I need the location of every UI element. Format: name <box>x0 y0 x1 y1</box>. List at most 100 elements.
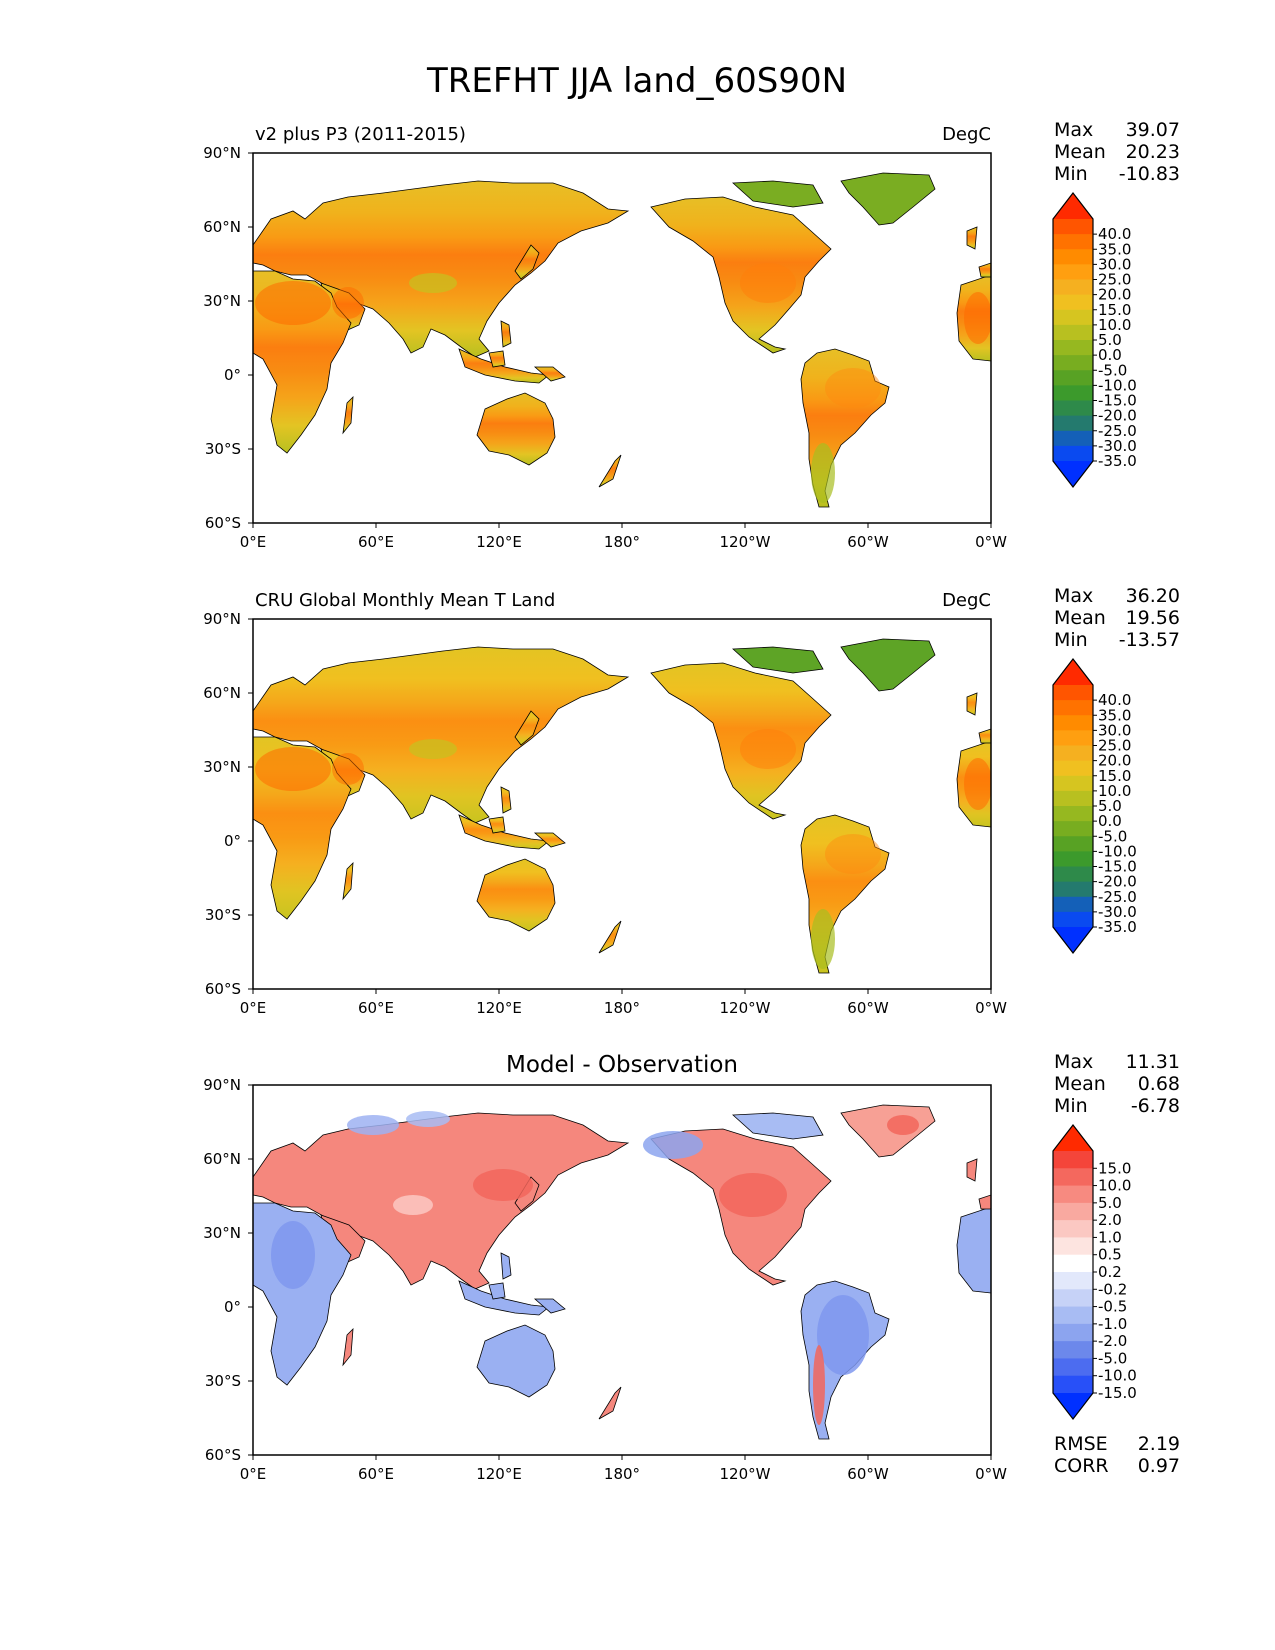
lat-tick-label: 60°N <box>203 1150 241 1168</box>
colorbar-level-label: 30.0 <box>1098 255 1131 273</box>
stat-label-max: Max <box>1054 1051 1093 1073</box>
colorbar-bin <box>1053 340 1093 356</box>
colorbar-level-label: -35.0 <box>1098 918 1137 936</box>
land-madagascar <box>342 861 354 901</box>
stat-value-min: -13.57 <box>1119 629 1180 651</box>
stat-label-mean: Mean <box>1054 141 1106 163</box>
lon-tick-label: 120°E <box>476 533 522 551</box>
colorbar-level-label: 5.0 <box>1098 1194 1122 1212</box>
land-borneo <box>488 816 506 834</box>
lon-tick-label: 180° <box>604 533 640 551</box>
colorbar-bin <box>1053 836 1093 852</box>
colorbar-bin <box>1053 445 1093 462</box>
colorbar-bin <box>1053 730 1093 746</box>
lat-tick-label: 0° <box>224 1298 241 1316</box>
colorbar-level-label: -10.0 <box>1098 376 1137 394</box>
stat-value-max: 36.20 <box>1126 585 1180 607</box>
colorbar-bin <box>1053 1151 1093 1169</box>
colorbar-bin <box>1053 1272 1093 1290</box>
colorbar-bin <box>1053 1220 1093 1238</box>
colorbar-bin <box>1053 715 1093 731</box>
colorbar-level-label: -15.0 <box>1098 392 1137 410</box>
colorbar-bin <box>1053 775 1093 792</box>
colorbar-level-label: 25.0 <box>1098 737 1131 755</box>
land-philippines <box>500 1252 512 1280</box>
land-australia <box>476 1324 556 1398</box>
lon-tick-label: 0°W <box>975 533 1007 551</box>
panel-model: v2 plus P3 (2011-2015) DegC 90°N 60°N 30°N… <box>203 124 1007 551</box>
colorbar-top-extend <box>1053 1125 1093 1151</box>
lat-tick-label: 30°N <box>203 1224 241 1242</box>
colorbar-level-label: -5.0 <box>1098 361 1127 379</box>
colorbar-top-extend <box>1053 659 1093 685</box>
stat-label-min: Min <box>1054 1095 1088 1117</box>
colorbar-bottom-extend <box>1053 927 1093 953</box>
lat-tick-label: 60°N <box>203 684 241 702</box>
lon-tick-label: 60°E <box>358 533 394 551</box>
colorbar-level-label: 0.0 <box>1098 346 1122 364</box>
colorbar-bin <box>1053 1375 1093 1394</box>
lon-tick-label: 60°E <box>358 999 394 1017</box>
land-newguinea <box>533 366 566 382</box>
colorbar-level-label: -25.0 <box>1098 888 1137 906</box>
colorbar-bin <box>1053 385 1093 401</box>
lat-tick-label: 30°S <box>205 906 241 924</box>
lat-tick-label: 60°S <box>205 980 241 998</box>
colorbar-level-label: -10.0 <box>1098 842 1137 860</box>
land-northamerica <box>650 196 832 354</box>
lat-ticks: 90°N 60°N 30°N 0° 30°S 60°S <box>203 1076 253 1464</box>
map-area-model <box>253 153 991 523</box>
panel-left-title: CRU Global Monthly Mean T Land <box>255 590 555 611</box>
colorbar-level-label: 20.0 <box>1098 752 1131 770</box>
lat-tick-label: 30°S <box>205 440 241 458</box>
lon-tick-label: 0°E <box>240 1465 267 1483</box>
colorbar-level-label: 10.0 <box>1098 316 1131 334</box>
map-area-observation <box>253 619 991 989</box>
colorbar-level-label: -0.5 <box>1098 1298 1127 1316</box>
colorbar-bin <box>1053 896 1093 913</box>
map-area-difference <box>253 1085 991 1455</box>
land-arctic_isl <box>732 1112 824 1140</box>
land-iberia_right <box>978 728 991 744</box>
lat-tick-label: 0° <box>224 832 241 850</box>
colorbar-level-label: -1.0 <box>1098 1315 1127 1333</box>
colorbar-level-label: -30.0 <box>1098 903 1137 921</box>
stat-value-mean: 20.23 <box>1126 141 1180 163</box>
colorbar-model: 40.035.030.025.020.015.010.05.00.0-5.0-1… <box>1052 192 1137 488</box>
lat-tick-label: 30°S <box>205 1372 241 1390</box>
lon-tick-label: 180° <box>604 999 640 1017</box>
land-australia <box>476 858 556 932</box>
colorbar-level-label: 40.0 <box>1098 691 1131 709</box>
lon-tick-label: 60°W <box>847 533 889 551</box>
colorbar-level-label: 5.0 <box>1098 797 1122 815</box>
lon-tick-label: 120°W <box>720 533 771 551</box>
colorbar-bin <box>1053 1237 1093 1256</box>
land-arctic_isl <box>732 180 824 208</box>
stat-label-mean: Mean <box>1054 607 1106 629</box>
stat-value-min: -6.78 <box>1131 1095 1180 1117</box>
colorbar-bin <box>1053 324 1093 341</box>
lon-ticks: 0°E 60°E 120°E 180° 120°W 60°W 0°W <box>240 989 1007 1017</box>
colorbar-bin <box>1053 370 1093 386</box>
colorbar-level-label: 30.0 <box>1098 721 1131 739</box>
colorbar-level-label: 35.0 <box>1098 240 1131 258</box>
colorbar-bin <box>1053 806 1093 822</box>
panel-center-title: Model - Observation <box>506 1052 738 1078</box>
colorbar-bin <box>1053 400 1093 417</box>
colorbar-bin <box>1053 1341 1093 1359</box>
colorbar-bin <box>1053 264 1093 280</box>
colorbar-level-label: -25.0 <box>1098 422 1137 440</box>
stat-label-corr: CORR <box>1054 1455 1109 1477</box>
colorbar-bottom-extend <box>1053 461 1093 487</box>
stat-value-corr: 0.97 <box>1138 1455 1180 1477</box>
colorbar-bin <box>1053 1358 1093 1377</box>
stats-difference: Max 11.31 Mean 0.68 Min -6.78 <box>1054 1051 1180 1117</box>
colorbar-level-label: -5.0 <box>1098 1349 1127 1367</box>
lat-tick-label: 0° <box>224 366 241 384</box>
land-newguinea <box>533 1298 566 1314</box>
stat-label-max: Max <box>1054 119 1093 141</box>
colorbar-observation: 40.035.030.025.020.015.010.05.00.0-5.0-1… <box>1052 658 1137 954</box>
lon-tick-label: 0°E <box>240 999 267 1017</box>
colorbar-bin <box>1053 1202 1093 1221</box>
colorbar-level-label: -0.2 <box>1098 1280 1127 1298</box>
